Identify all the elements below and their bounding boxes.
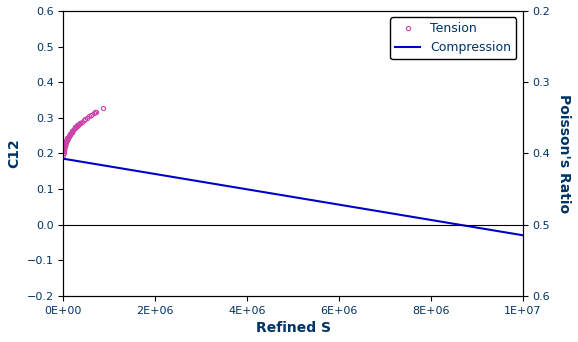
Legend: Tension, Compression: Tension, Compression	[391, 17, 517, 60]
Compression	[496, 229, 503, 234]
Compression	[60, 157, 67, 161]
Compression	[480, 227, 487, 231]
Tension	[70, 128, 77, 132]
Line: Compression: Compression	[64, 159, 523, 235]
Y-axis label: C12: C12	[7, 139, 21, 168]
Line: Tension: Tension	[61, 106, 105, 157]
X-axis label: Refined S: Refined S	[255, 321, 331, 335]
Tension	[99, 106, 106, 110]
Tension	[68, 130, 75, 134]
Compression	[519, 233, 526, 237]
Compression	[88, 161, 95, 166]
Tension	[80, 118, 87, 122]
Tension	[67, 131, 74, 135]
Y-axis label: Poisson's Ratio: Poisson's Ratio	[557, 94, 571, 213]
Tension	[68, 130, 75, 134]
Compression	[145, 171, 152, 175]
Tension	[64, 136, 71, 141]
Tension	[60, 153, 67, 157]
Compression	[182, 177, 189, 181]
Compression	[79, 160, 86, 164]
